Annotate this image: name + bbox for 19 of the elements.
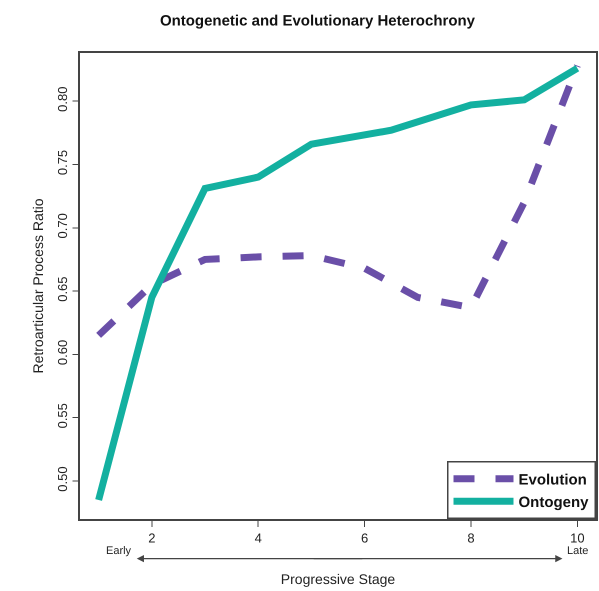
y-axis-title: Retroarticular Process Ratio (30, 198, 46, 374)
text: Early (106, 545, 132, 557)
legend-label: Evolution (518, 472, 587, 489)
y-tick-label: 0.60 (55, 340, 70, 366)
x-axis-title: Progressive Stage (280, 571, 396, 588)
x-tick-label: 10 (570, 530, 585, 546)
y-tick-label: 0.70 (55, 213, 70, 238)
legend-label: Ontogeny (518, 494, 590, 512)
y-tick-label: 0.80 (55, 86, 70, 112)
x-tick-label: 8 (467, 530, 475, 546)
x-tick-label: 2 (148, 530, 156, 546)
text: Late (567, 545, 588, 557)
chart-title: Ontogenetic and Evolutionary Heterochrony (160, 12, 476, 30)
y-tick-label: 0.75 (55, 150, 70, 176)
x-tick-label: 4 (254, 530, 262, 546)
y-tick-label: 0.50 (55, 466, 70, 492)
y-tick-label: 0.65 (55, 276, 70, 302)
y-tick-label: 0.55 (55, 403, 70, 428)
x-tick-label: 6 (360, 530, 368, 546)
